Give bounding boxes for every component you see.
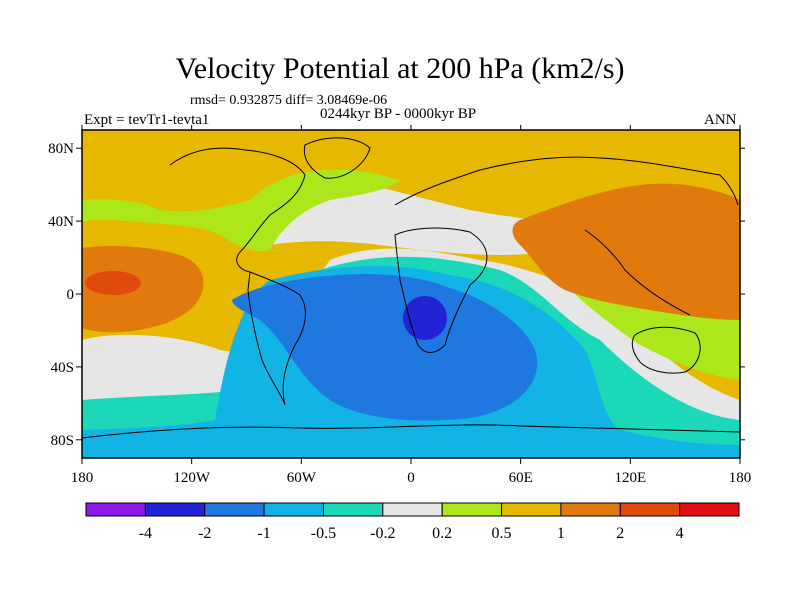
colorbar-label: 2 — [616, 525, 624, 542]
x-tick-label: 60W — [287, 470, 317, 486]
colorbar-swatch — [263, 502, 324, 517]
contour-fill-asia-orange — [512, 183, 740, 320]
colorbar-swatch — [441, 502, 503, 517]
colorbar-swatch — [204, 502, 265, 517]
coastline-africa — [394, 227, 488, 353]
x-tick-label: 0 — [407, 470, 415, 486]
y-tick-label: 80S — [51, 433, 74, 449]
colorbar-label: 1 — [557, 525, 565, 542]
colorbar-swatch — [560, 502, 621, 517]
x-tick-label: 180 — [71, 470, 94, 486]
colorbar-swatch — [679, 502, 740, 517]
colorbar-swatch — [322, 502, 384, 517]
colorbar-label: 4 — [676, 525, 684, 542]
colorbar-label: -0.5 — [311, 525, 336, 542]
y-tick-label: 40S — [51, 360, 74, 376]
colorbar-swatch — [85, 502, 146, 517]
colorbar-label: 0.5 — [492, 525, 512, 542]
period-line: 0244kyr BP - 0000kyr BP — [320, 106, 477, 122]
colorbar-label: -0.2 — [370, 525, 395, 542]
y-tick-label: 0 — [67, 287, 75, 303]
x-tick-label: 60E — [509, 470, 533, 486]
contour-fill-pacific-orange — [82, 246, 204, 333]
colorbar-swatch — [144, 502, 206, 517]
x-tick-label: 180 — [729, 470, 752, 486]
coastline-south-america — [247, 271, 306, 406]
x-tick-label: 120E — [614, 470, 646, 486]
colorbar: -4 -2 -1 -0.5 -0.2 0.2 0.5 1 2 4 — [85, 502, 740, 542]
coastline-australia — [631, 326, 701, 374]
contour-fill-pacific-max — [85, 271, 141, 295]
coastline-antarctica — [82, 424, 740, 439]
coastline-europe-asia — [394, 156, 739, 316]
coastline-north-america — [169, 147, 306, 273]
contour-fill-north-green — [82, 169, 400, 252]
contour-fill-south-blue — [232, 274, 538, 421]
y-tick-label: 40N — [48, 214, 74, 230]
y-tick-label: 80N — [48, 141, 74, 157]
contour-fill-africa-min — [403, 296, 447, 340]
coastline-greenland — [303, 137, 371, 179]
stats-line: rmsd= 0.932875 diff= 3.08469e-06 — [190, 93, 388, 108]
axes: 180 120W 60W 0 60E 120E 180 80N 40N 0 40S 80S — [48, 125, 751, 486]
colorbar-swatch — [382, 502, 443, 517]
contour-map — [82, 130, 740, 458]
x-tick-label: 120W — [173, 470, 211, 486]
colorbar-label: -4 — [139, 525, 152, 542]
coastlines — [82, 137, 740, 439]
colorbar-label: -2 — [198, 525, 211, 542]
colorbar-label: 0.2 — [432, 525, 452, 542]
season-label: ANN — [704, 112, 737, 128]
experiment-label: Expt = tevTr1-tevta1 — [84, 112, 210, 128]
contour-fill-pacific-orange-east — [700, 255, 740, 311]
colorbar-label: -1 — [257, 525, 270, 542]
colorbar-swatch — [619, 502, 681, 517]
chart-title: Velocity Potential at 200 hPa (km2/s) — [175, 52, 625, 85]
colorbar-swatch — [501, 502, 562, 517]
